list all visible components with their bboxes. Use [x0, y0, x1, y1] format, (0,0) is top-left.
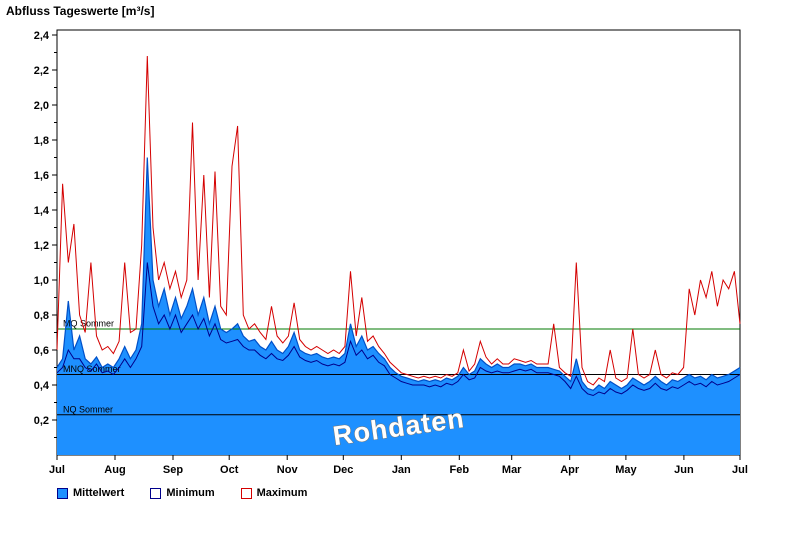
x-axis-ticks [56, 455, 741, 460]
svg-text:Jan: Jan [392, 464, 411, 476]
minimum-line [56, 262, 741, 397]
svg-text:Apr: Apr [560, 464, 580, 476]
svg-text:1,4: 1,4 [34, 205, 50, 217]
svg-text:Dec: Dec [333, 464, 353, 476]
svg-text:NQ Sommer: NQ Sommer [63, 404, 113, 414]
mittelwert-line [56, 157, 741, 391]
svg-text:Feb: Feb [450, 464, 470, 476]
svg-text:Nov: Nov [277, 464, 299, 476]
legend-item-maximum: Maximum [240, 487, 308, 499]
svg-text:Oct: Oct [220, 464, 239, 476]
svg-text:2,2: 2,2 [34, 65, 49, 77]
x-axis-labels: Jul Aug Sep Oct Nov Dec Jan Feb Mar Apr May Jun Jul [49, 464, 748, 476]
svg-text:1,2: 1,2 [34, 240, 49, 252]
svg-text:1,6: 1,6 [34, 170, 49, 182]
svg-text:2,0: 2,0 [34, 100, 49, 112]
legend-label-mittelwert: Mittelwert [73, 487, 125, 499]
svg-text:Jun: Jun [674, 464, 694, 476]
y-axis-ticks [52, 34, 57, 438]
legend-item-minimum: Minimum [150, 487, 215, 499]
mittelwert-swatch-icon [57, 487, 68, 499]
svg-text:May: May [615, 464, 637, 476]
mean-area [57, 157, 740, 455]
svg-text:Jul: Jul [732, 464, 748, 476]
svg-text:Aug: Aug [104, 464, 125, 476]
svg-text:0,2: 0,2 [34, 415, 49, 427]
svg-text:Sep: Sep [163, 464, 183, 476]
legend-label-maximum: Maximum [256, 487, 308, 499]
minimum-swatch-icon [150, 487, 162, 499]
legend-label-minimum: Minimum [166, 487, 215, 499]
svg-text:1,0: 1,0 [34, 275, 49, 287]
svg-text:1,8: 1,8 [34, 135, 49, 147]
reference-lines: MQ Sommer MNQ Sommer NQ Sommer [57, 319, 740, 416]
maximum-line [56, 55, 741, 386]
svg-text:0,6: 0,6 [34, 345, 49, 357]
svg-text:Mar: Mar [502, 464, 522, 476]
svg-text:2,4: 2,4 [34, 30, 50, 42]
svg-text:Jul: Jul [49, 464, 65, 476]
legend-item-mittelwert: Mittelwert [57, 487, 124, 499]
svg-text:0,4: 0,4 [34, 380, 50, 392]
chart-legend: Mittelwert Minimum Maximum [57, 487, 307, 499]
svg-text:MNQ Sommer: MNQ Sommer [63, 364, 121, 374]
maximum-swatch-icon [240, 487, 252, 499]
svg-text:0,8: 0,8 [34, 310, 49, 322]
svg-text:MQ Sommer: MQ Sommer [63, 319, 114, 329]
chart-title: Abfluss Tageswerte [m³/s] [6, 4, 155, 18]
y-axis-labels: 0,2 0,4 0,6 0,8 1,0 1,2 1,4 1,6 1,8 2,0 2,2 2,4 [34, 30, 50, 427]
